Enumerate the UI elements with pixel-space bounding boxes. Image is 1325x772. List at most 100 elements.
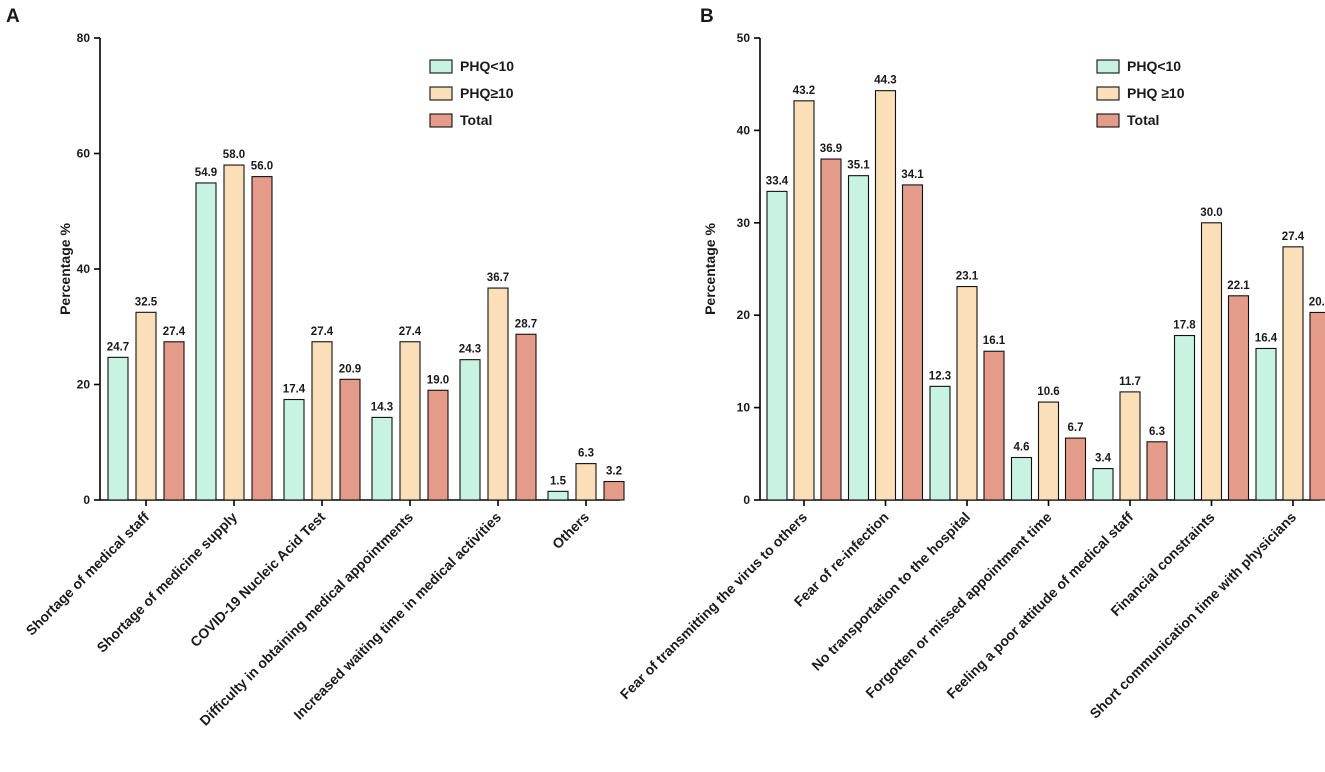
bar-value-label: 33.4 xyxy=(766,175,789,187)
bar-value-label: 58.0 xyxy=(223,149,245,161)
x-category-label: Feeling a poor attitude of medical staff xyxy=(943,509,1136,702)
legend-label: Total xyxy=(460,112,492,128)
y-tick-label: 40 xyxy=(77,262,91,276)
bar-value-label: 32.5 xyxy=(135,296,158,308)
bar xyxy=(399,341,421,501)
bar xyxy=(339,378,361,501)
bar-value-label: 43.2 xyxy=(793,85,815,97)
bar xyxy=(515,333,537,501)
bar-value-label: 27.4 xyxy=(399,326,422,338)
bar-value-label: 24.3 xyxy=(459,344,481,356)
legend-swatch xyxy=(1096,59,1120,74)
bar xyxy=(459,359,481,501)
y-tick-label: 60 xyxy=(77,147,91,161)
y-axis-title: Percentage % xyxy=(57,223,73,315)
legend-swatch xyxy=(1096,113,1120,128)
y-axis-title: Percentage % xyxy=(702,223,718,315)
panel-letter: B xyxy=(700,6,714,27)
bar-value-label: 3.2 xyxy=(606,466,622,478)
legend-swatch xyxy=(429,86,453,101)
x-category-label: Forgotten or missed appointment time xyxy=(862,509,1054,701)
bar xyxy=(1064,437,1087,501)
bar-value-label: 16.1 xyxy=(983,335,1006,347)
bar-value-label: 27.4 xyxy=(311,326,334,338)
bar-value-label: 6.3 xyxy=(578,448,594,460)
bar-value-label: 22.1 xyxy=(1227,280,1250,292)
bar-value-label: 27.4 xyxy=(163,326,186,338)
bar xyxy=(1282,246,1304,501)
bar xyxy=(766,190,788,501)
y-tick-label: 50 xyxy=(737,31,751,45)
x-category-label: Fear of transmitting the virus to others xyxy=(617,509,811,703)
bar-value-label: 20.9 xyxy=(339,363,361,375)
bar xyxy=(1200,222,1223,501)
bar-value-label: 19.0 xyxy=(427,374,449,386)
bar xyxy=(820,158,842,501)
bar xyxy=(847,175,870,501)
legend-swatch xyxy=(429,113,453,128)
bar xyxy=(487,287,509,501)
bar xyxy=(929,385,951,501)
legend-swatch xyxy=(1096,86,1120,101)
bar xyxy=(1119,391,1141,501)
bar xyxy=(874,90,897,501)
bar xyxy=(195,182,217,501)
bar-value-label: 35.1 xyxy=(847,160,870,172)
bar-value-label: 16.4 xyxy=(1255,332,1278,344)
bar xyxy=(1146,441,1168,501)
bar xyxy=(1010,456,1033,501)
y-tick-label: 30 xyxy=(737,216,751,230)
bar xyxy=(427,389,449,501)
y-tick-label: 20 xyxy=(77,378,91,392)
bar xyxy=(793,100,815,501)
x-category-label: Others xyxy=(549,509,592,552)
bar-value-label: 23.1 xyxy=(956,271,979,283)
bar xyxy=(107,356,129,501)
x-category-label: Shortage of medicine supply xyxy=(93,509,240,656)
bar-value-label: 10.6 xyxy=(1037,386,1059,398)
bar xyxy=(311,341,333,501)
bar-value-label: 1.5 xyxy=(550,475,567,487)
bar xyxy=(983,350,1005,501)
legend-label: PHQ ≥10 xyxy=(1127,85,1185,101)
bar-value-label: 27.4 xyxy=(1282,231,1305,243)
y-tick-label: 0 xyxy=(83,493,90,507)
bar-value-label: 6.7 xyxy=(1068,422,1084,434)
bar-value-label: 44.3 xyxy=(874,75,896,87)
bar xyxy=(223,164,245,501)
bar xyxy=(547,490,569,501)
bar-value-label: 56.0 xyxy=(251,161,273,173)
y-tick-label: 10 xyxy=(737,401,751,415)
bar xyxy=(251,176,273,501)
bar-value-label: 36.7 xyxy=(487,272,509,284)
bar-value-label: 30.0 xyxy=(1200,207,1222,219)
x-category-label: Increased waiting time in medical activi… xyxy=(290,509,504,723)
bar xyxy=(1092,468,1114,501)
legend-swatch xyxy=(429,59,453,74)
bar-value-label: 3.4 xyxy=(1095,453,1112,465)
panel-b: B 0 10 20 30 40 50 Percentage % Fear of transmit… xyxy=(617,6,1325,721)
panel-letter: A xyxy=(6,6,20,27)
bar-value-label: 17.4 xyxy=(283,384,306,396)
bar-value-label: 24.7 xyxy=(107,341,129,353)
bar xyxy=(603,480,625,501)
legend-label: PHQ≥10 xyxy=(460,85,514,101)
bar xyxy=(283,398,305,501)
bar xyxy=(1037,401,1060,501)
bar xyxy=(1255,347,1277,501)
bar xyxy=(901,184,924,501)
bar-value-label: 28.7 xyxy=(515,318,537,330)
bar xyxy=(1227,295,1250,501)
bar-value-label: 34.1 xyxy=(901,169,924,181)
bar xyxy=(135,311,157,501)
y-tick-label: 20 xyxy=(737,308,751,322)
y-tick-label: 0 xyxy=(743,493,750,507)
bar-value-label: 36.9 xyxy=(820,143,842,155)
bar-value-label: 54.9 xyxy=(195,167,217,179)
bar xyxy=(371,416,393,501)
bar-value-label: 17.8 xyxy=(1173,320,1196,332)
bar-value-label: 11.7 xyxy=(1119,376,1141,388)
bar-value-label: 6.3 xyxy=(1149,426,1165,438)
